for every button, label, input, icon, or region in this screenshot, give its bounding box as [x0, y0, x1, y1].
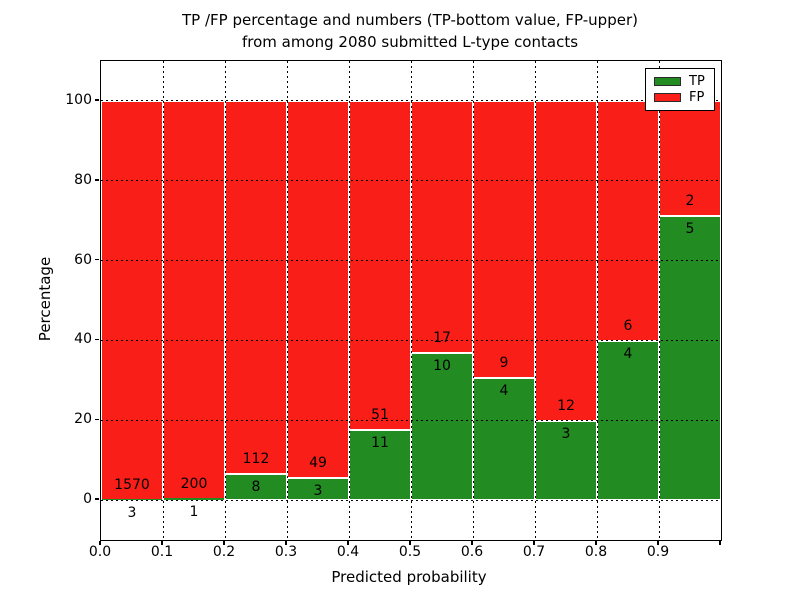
vertical-gridline: [162, 61, 164, 540]
x-tick-mark: [223, 540, 225, 545]
fp-count-label: 9: [499, 355, 509, 372]
x-tick-mark: [471, 540, 473, 545]
legend: TP FP: [645, 68, 715, 111]
x-tick-label: 0.8: [584, 544, 608, 560]
y-tick-mark: [94, 418, 99, 420]
bar-segment-fp: [225, 100, 287, 474]
x-tick-label: 0.6: [460, 544, 484, 560]
tp-count-label: 3: [561, 426, 571, 443]
bar-segment-tp: [659, 214, 721, 501]
legend-label-tp: TP: [689, 73, 705, 89]
tp-count-label: 3: [127, 505, 137, 522]
tp-count-label: 10: [433, 358, 451, 375]
fp-count-label: 51: [371, 407, 389, 424]
x-tick-mark: [285, 540, 287, 545]
tp-count-label: 4: [623, 346, 633, 363]
y-tick-label: 20: [74, 411, 92, 428]
bar-segment-tp: [349, 429, 411, 501]
bar-segment-fp: [349, 100, 411, 430]
vertical-gridline: [348, 61, 350, 540]
y-tick-label: 40: [74, 331, 92, 348]
x-tick-mark: [533, 540, 535, 545]
x-tick-label: 0.4: [336, 544, 360, 560]
chart-title: TP /FP percentage and numbers (TP-bottom…: [100, 9, 720, 53]
bar-segment-fp: [101, 100, 163, 500]
tp-count-label: 1: [189, 504, 199, 521]
vertical-gridline: [224, 61, 226, 540]
y-axis-label: Percentage: [36, 256, 54, 342]
tp-count-label: 3: [313, 483, 323, 500]
vertical-gridline: [534, 61, 536, 540]
bar-segment-fp: [163, 100, 225, 499]
plot-area: 1570 3 200 1 112 8 49 3 51 11 17 10 9 4 12 3 6 4 2 5: [100, 60, 722, 541]
fp-count-label: 2: [685, 192, 695, 209]
tp-count-label: 5: [685, 220, 695, 237]
y-tick-mark: [94, 498, 99, 500]
chart-title-line1: TP /FP percentage and numbers (TP-bottom…: [182, 11, 638, 29]
fp-count-label: 49: [309, 455, 327, 472]
legend-label-fp: FP: [689, 90, 705, 106]
legend-entry-tp: TP: [646, 75, 714, 88]
x-tick-mark: [99, 540, 101, 545]
y-tick-mark: [94, 258, 99, 261]
y-tick-label: 100: [65, 91, 92, 108]
x-tick-mark: [409, 540, 411, 545]
bar-segment-fp: [597, 100, 659, 341]
y-tick-label: 80: [74, 171, 92, 188]
chart-title-line2: from among 2080 submitted L-type contact…: [241, 33, 579, 51]
vertical-gridline: [596, 61, 598, 540]
x-tick-label: 0.7: [522, 544, 546, 560]
bar-segment-tp: [535, 420, 597, 501]
x-tick-label: 0.3: [274, 544, 298, 560]
bar-segment-fp: [411, 100, 473, 353]
x-tick-mark: [347, 540, 349, 545]
y-tick-mark: [94, 99, 99, 101]
legend-swatch-tp-icon: [654, 76, 681, 86]
x-tick-mark: [657, 540, 659, 545]
vertical-gridline: [410, 61, 412, 540]
fp-count-label: 1570: [114, 477, 150, 494]
fp-count-label: 6: [623, 318, 633, 335]
x-tick-mark: [719, 540, 721, 545]
x-axis-label: Predicted probability: [331, 568, 487, 586]
x-tick-label: 0.0: [88, 544, 112, 560]
vertical-gridline: [286, 61, 288, 540]
x-tick-mark: [595, 540, 597, 545]
fp-count-label: 12: [557, 398, 575, 415]
x-tick-label: 0.9: [646, 544, 670, 560]
bar-segment-tp: [411, 352, 473, 501]
x-tick-label: 0.5: [398, 544, 422, 560]
tp-count-label: 4: [499, 383, 509, 400]
y-tick-label: 0: [83, 491, 92, 508]
x-tick-label: 0.2: [212, 544, 236, 560]
tp-count-label: 8: [251, 479, 261, 496]
legend-swatch-fp-icon: [654, 93, 681, 103]
vertical-gridline: [658, 61, 660, 540]
fp-count-label: 200: [180, 476, 208, 493]
y-tick-mark: [94, 179, 99, 181]
legend-entry-fp: FP: [646, 91, 714, 104]
x-tick-mark: [161, 540, 163, 545]
y-tick-mark: [94, 338, 99, 341]
fp-count-label: 112: [242, 451, 270, 468]
tp-count-label: 11: [371, 435, 389, 452]
y-tick-label: 60: [74, 251, 92, 268]
x-tick-label: 0.1: [150, 544, 174, 560]
bar-segment-fp: [473, 100, 535, 378]
vertical-gridline: [472, 61, 474, 540]
fp-count-label: 17: [433, 330, 451, 347]
